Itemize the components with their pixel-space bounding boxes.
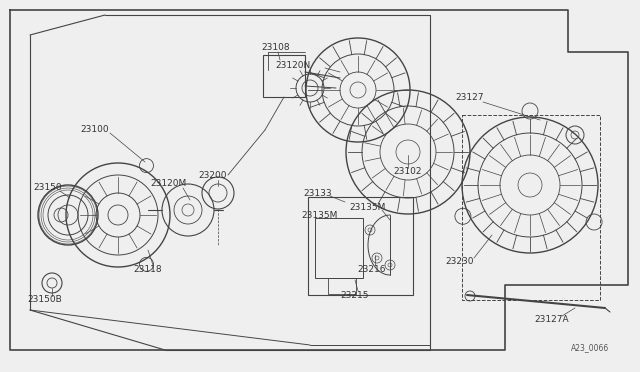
Text: 23120N: 23120N (275, 61, 310, 71)
Text: 23133: 23133 (304, 189, 332, 198)
Bar (328, 278, 356, 294)
Text: A23_0066: A23_0066 (571, 343, 609, 353)
Text: 23150: 23150 (34, 183, 62, 192)
Text: 23215: 23215 (340, 291, 369, 299)
Text: 23100: 23100 (81, 125, 109, 135)
Text: 23200: 23200 (199, 170, 227, 180)
Text: 23102: 23102 (394, 167, 422, 176)
Bar (308, 197, 413, 295)
Text: 23118: 23118 (134, 266, 163, 275)
Bar (462, 115, 600, 300)
Text: 23216: 23216 (358, 266, 387, 275)
Text: 23150B: 23150B (28, 295, 62, 305)
Bar (263, 55, 305, 97)
Text: 23135M: 23135M (350, 202, 386, 212)
Text: 23230: 23230 (445, 257, 474, 266)
Text: 23135M: 23135M (302, 211, 338, 219)
Text: 23127: 23127 (456, 93, 484, 103)
Text: 23127A: 23127A (534, 315, 570, 324)
Text: 23108: 23108 (262, 42, 291, 51)
Bar (315, 218, 363, 278)
Text: 23120M: 23120M (150, 179, 186, 187)
